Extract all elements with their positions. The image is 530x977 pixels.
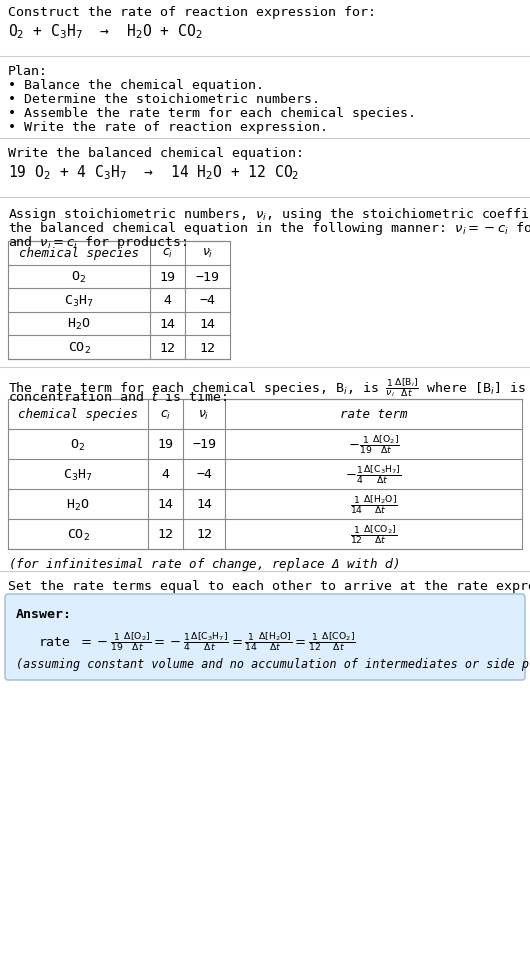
Text: Assign stoichiometric numbers, $\nu_i$, using the stoichiometric coefficients, $: Assign stoichiometric numbers, $\nu_i$, …	[8, 206, 530, 223]
Text: The rate term for each chemical species, B$_i$, is $\frac{1}{\nu_i}\frac{\Delta[: The rate term for each chemical species,…	[8, 375, 530, 399]
Text: −19: −19	[192, 438, 216, 451]
Text: −4: −4	[199, 294, 216, 307]
Text: C$_3$H$_7$: C$_3$H$_7$	[63, 467, 93, 482]
Text: 19: 19	[157, 438, 173, 451]
Text: CO$_2$: CO$_2$	[67, 340, 91, 356]
Text: $-\frac{1}{19}\frac{\Delta[\mathrm{O_2}]}{\Delta t}$: $-\frac{1}{19}\frac{\Delta[\mathrm{O_2}]…	[348, 433, 400, 456]
Text: (for infinitesimal rate of change, replace Δ with $d$): (for infinitesimal rate of change, repla…	[8, 556, 399, 573]
Text: 14: 14	[157, 498, 173, 511]
Text: −19: −19	[196, 271, 219, 283]
Text: $\nu_i$: $\nu_i$	[198, 408, 210, 421]
Text: $c_i$: $c_i$	[160, 408, 171, 421]
Text: • Balance the chemical equation.: • Balance the chemical equation.	[8, 79, 264, 92]
Text: O$_2$ + C$_3$H$_7$  →  H$_2$O + CO$_2$: O$_2$ + C$_3$H$_7$ → H$_2$O + CO$_2$	[8, 21, 202, 41]
Text: • Determine the stoichiometric numbers.: • Determine the stoichiometric numbers.	[8, 93, 320, 106]
Text: Set the rate terms equal to each other to arrive at the rate expression:: Set the rate terms equal to each other t…	[8, 579, 530, 592]
Text: 12: 12	[157, 528, 173, 541]
Text: CO$_2$: CO$_2$	[66, 527, 90, 542]
Text: C$_3$H$_7$: C$_3$H$_7$	[64, 293, 94, 308]
Text: concentration and $t$ is time:: concentration and $t$ is time:	[8, 390, 227, 404]
Text: Answer:: Answer:	[16, 608, 72, 620]
Text: 12: 12	[160, 341, 175, 355]
Text: 14: 14	[196, 498, 212, 511]
Text: the balanced chemical equation in the following manner: $\nu_i = -c_i$ for react: the balanced chemical equation in the fo…	[8, 220, 530, 236]
FancyBboxPatch shape	[5, 594, 525, 680]
Text: rate $= -\frac{1}{19}\frac{\Delta[\mathrm{O_2}]}{\Delta t} = -\frac{1}{4}\frac{\: rate $= -\frac{1}{19}\frac{\Delta[\mathr…	[38, 629, 356, 653]
Text: rate term: rate term	[340, 408, 407, 421]
Text: $\nu_i$: $\nu_i$	[202, 247, 213, 260]
Text: chemical species: chemical species	[18, 408, 138, 421]
Text: 14: 14	[160, 318, 175, 331]
Bar	[8, 241, 230, 360]
Text: Write the balanced chemical equation:: Write the balanced chemical equation:	[8, 147, 304, 160]
Text: and $\nu_i = c_i$ for products:: and $\nu_i = c_i$ for products:	[8, 234, 187, 251]
Text: 12: 12	[196, 528, 212, 541]
Text: 4: 4	[162, 468, 170, 481]
Text: • Write the rate of reaction expression.: • Write the rate of reaction expression.	[8, 121, 328, 134]
Text: $-\frac{1}{4}\frac{\Delta[\mathrm{C_3H_7}]}{\Delta t}$: $-\frac{1}{4}\frac{\Delta[\mathrm{C_3H_7…	[345, 463, 402, 486]
Text: Construct the rate of reaction expression for:: Construct the rate of reaction expressio…	[8, 6, 376, 19]
Text: $\frac{1}{14}\frac{\Delta[\mathrm{H_2O}]}{\Delta t}$: $\frac{1}{14}\frac{\Delta[\mathrm{H_2O}]…	[350, 493, 398, 516]
Text: 12: 12	[199, 341, 216, 355]
Text: H$_2$O: H$_2$O	[67, 317, 91, 332]
Bar	[8, 400, 522, 549]
Text: 19 O$_2$ + 4 C$_3$H$_7$  →  14 H$_2$O + 12 CO$_2$: 19 O$_2$ + 4 C$_3$H$_7$ → 14 H$_2$O + 12…	[8, 163, 299, 182]
Text: −4: −4	[196, 468, 212, 481]
Text: $\frac{1}{12}\frac{\Delta[\mathrm{CO_2}]}{\Delta t}$: $\frac{1}{12}\frac{\Delta[\mathrm{CO_2}]…	[350, 523, 397, 546]
Text: 4: 4	[163, 294, 172, 307]
Bar	[8, 400, 522, 549]
Text: H$_2$O: H$_2$O	[66, 497, 90, 512]
Bar	[8, 241, 230, 360]
Text: O$_2$: O$_2$	[72, 270, 86, 284]
Text: chemical species: chemical species	[19, 247, 139, 260]
Text: Plan:: Plan:	[8, 64, 48, 78]
Text: $c_i$: $c_i$	[162, 247, 173, 260]
Text: • Assemble the rate term for each chemical species.: • Assemble the rate term for each chemic…	[8, 106, 416, 120]
Text: 19: 19	[160, 271, 175, 283]
Text: O$_2$: O$_2$	[70, 437, 85, 452]
Text: 14: 14	[199, 318, 216, 331]
Text: (assuming constant volume and no accumulation of intermediates or side products): (assuming constant volume and no accumul…	[16, 658, 530, 670]
